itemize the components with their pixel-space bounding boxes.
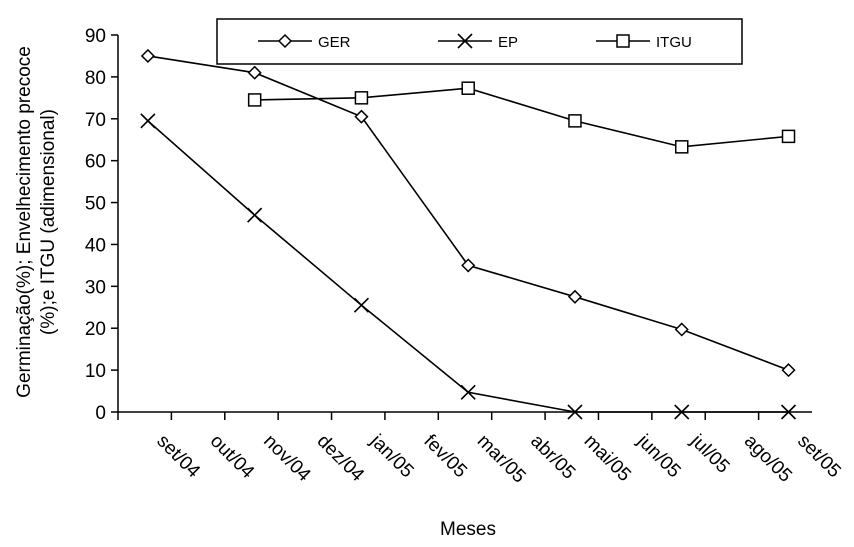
y-tick-label: 0 — [95, 403, 106, 424]
data-point-ger — [247, 65, 262, 80]
series-ger — [140, 48, 796, 378]
x-tick-label: dez/04 — [313, 431, 368, 486]
data-point-ep — [674, 404, 690, 420]
x-tick-label: set/05 — [793, 431, 844, 482]
x-tick-label: fev/05 — [419, 431, 470, 482]
y-tick-label: 80 — [85, 68, 106, 89]
data-point-ger — [674, 322, 689, 337]
y-tick-label: 90 — [85, 26, 106, 47]
series-line-itgu — [254, 87, 789, 148]
data-point-ep — [353, 297, 369, 313]
data-point-itgu — [247, 93, 262, 107]
legend-marker — [457, 33, 473, 49]
x-tick-label: jul/05 — [686, 430, 734, 478]
legend-label: ITGU — [656, 34, 692, 51]
chart-series — [140, 48, 797, 420]
x-marker-stroke — [780, 404, 797, 420]
x-tick-label: jun/05 — [632, 430, 684, 482]
x-marker-stroke — [353, 297, 369, 313]
y-axis-title-line-2: (%);e ITGU (adimensional) — [38, 109, 59, 335]
x-tick-label: nov/04 — [259, 431, 314, 486]
y-tick-label: 20 — [85, 319, 106, 340]
y-tick-label: 40 — [85, 235, 106, 256]
data-point-ep — [780, 404, 797, 420]
data-point-itgu — [781, 129, 796, 144]
legend-item-itgu: ITGU — [596, 34, 692, 51]
x-tick-label: out/04 — [206, 431, 259, 484]
data-point-itgu — [674, 140, 689, 154]
x-marker-stroke — [247, 207, 263, 223]
x-tick-label: mar/05 — [473, 431, 530, 488]
y-tick-label: 30 — [85, 277, 106, 298]
legend-marker — [277, 33, 293, 49]
series-itgu — [247, 81, 796, 154]
data-point-ger — [781, 363, 796, 378]
x-tick-label: ago/05 — [740, 431, 796, 487]
data-point-ep — [460, 384, 476, 400]
x-tick-label: abr/05 — [526, 431, 579, 484]
data-point-ep — [247, 207, 263, 223]
data-point-ep — [140, 113, 156, 129]
y-tick-label: 70 — [85, 110, 106, 131]
x-tick-label: jan/05 — [365, 430, 417, 482]
legend-item-ger: GER — [258, 33, 351, 51]
x-marker-stroke — [457, 33, 473, 49]
data-point-itgu — [461, 81, 475, 95]
x-marker-stroke — [460, 384, 476, 400]
series-line-ger — [147, 55, 789, 371]
data-point-ep — [567, 404, 583, 420]
legend: GER EP ITGU — [216, 18, 743, 65]
y-axis-title-line-1: Germinação(%); Envelhecimento precoce — [14, 46, 35, 398]
y-axis-ticks: 0 10 20 30 40 50 60 70 80 90 — [85, 26, 118, 424]
legend-item-ep: EP — [438, 33, 518, 51]
data-point-ger — [567, 289, 583, 304]
x-tick-label: set/04 — [152, 431, 204, 483]
x-tick-label: mai/05 — [580, 431, 635, 486]
data-point-itgu — [568, 114, 582, 128]
y-tick-label: 60 — [85, 152, 106, 173]
legend-marker — [616, 34, 630, 48]
y-tick-label: 10 — [85, 361, 106, 382]
data-point-itgu — [354, 91, 369, 105]
x-axis-title: Meses — [440, 519, 496, 540]
series-ep — [140, 113, 797, 420]
legend-label: EP — [498, 34, 518, 51]
data-point-ger — [461, 258, 476, 273]
data-point-ger — [140, 48, 155, 64]
x-marker-stroke — [567, 404, 583, 420]
x-marker-stroke — [674, 404, 690, 420]
legend-label: GER — [318, 34, 351, 51]
y-tick-label: 50 — [85, 194, 106, 215]
x-marker-stroke — [140, 113, 156, 129]
data-point-ger — [354, 109, 369, 124]
